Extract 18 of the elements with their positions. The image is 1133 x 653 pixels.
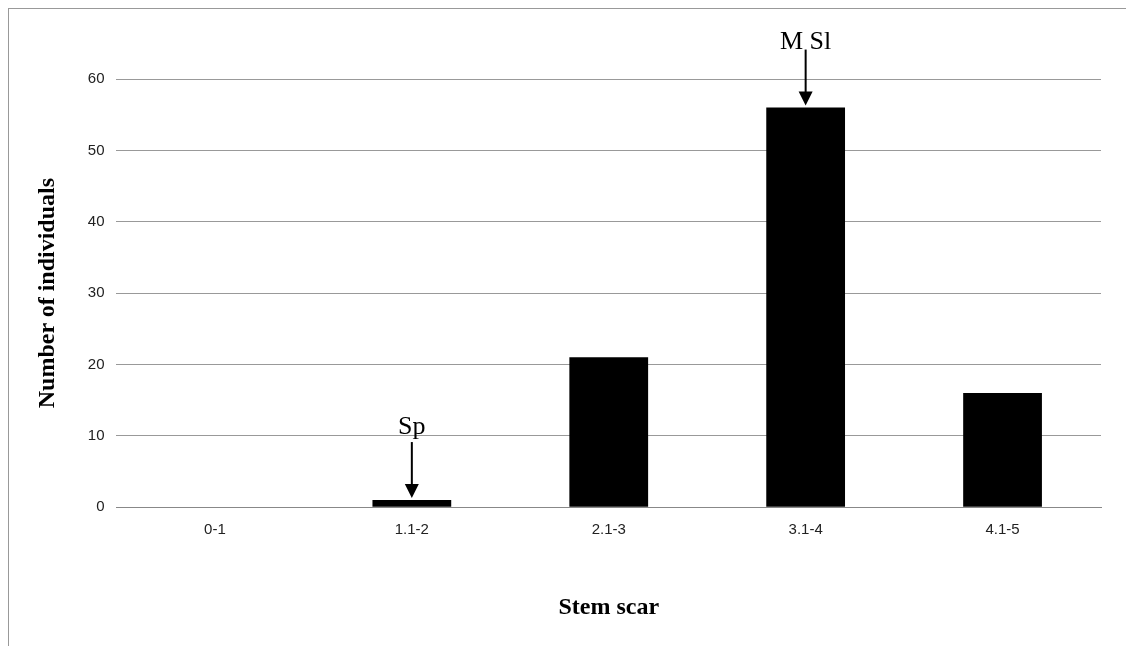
y-tick-label: 10 bbox=[87, 425, 105, 443]
y-axis-title: Number of individuals bbox=[32, 177, 59, 409]
x-tick-label: 2.1-3 bbox=[591, 520, 626, 538]
annotation: M Sl bbox=[779, 26, 832, 56]
y-tick-label: 40 bbox=[87, 211, 105, 229]
y-tick-label: 30 bbox=[87, 283, 105, 301]
x-axis-title: Stem scar bbox=[558, 592, 660, 619]
y-tick-label: 20 bbox=[87, 354, 105, 372]
x-tick-label: 0-1 bbox=[204, 520, 226, 538]
bar bbox=[963, 393, 1042, 507]
y-tick-label: 50 bbox=[87, 140, 105, 158]
x-tick-label: 1.1-2 bbox=[394, 520, 429, 538]
annotation: Sp bbox=[398, 410, 426, 440]
x-tick-label: 3.1-4 bbox=[788, 520, 823, 538]
bar bbox=[569, 357, 649, 507]
x-tick-label: 4.1-5 bbox=[985, 520, 1020, 538]
y-tick-label: 0 bbox=[96, 497, 105, 515]
y-tick-label: 60 bbox=[87, 69, 105, 87]
